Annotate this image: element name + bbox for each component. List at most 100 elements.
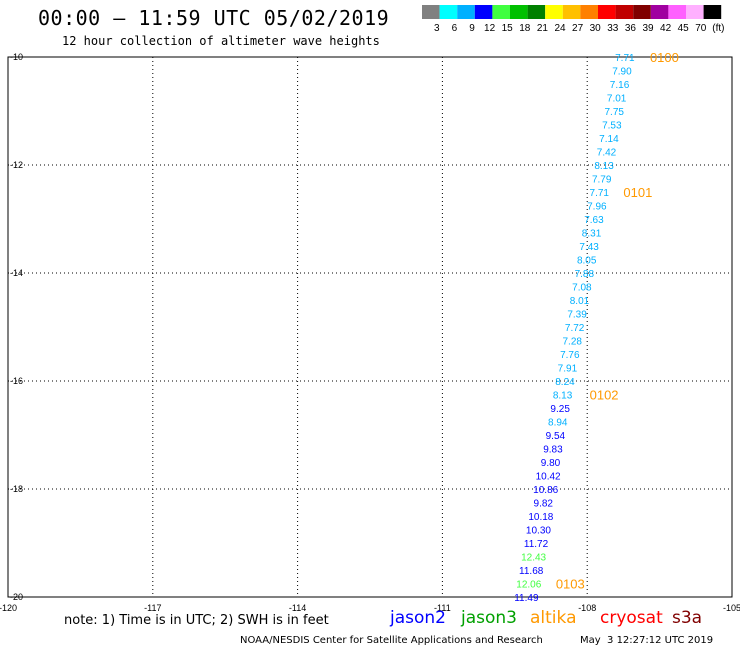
wave-height-point: 7.71 bbox=[615, 53, 635, 64]
colorbar-label: 42 bbox=[660, 23, 672, 34]
colorbar-swatch bbox=[474, 5, 493, 19]
footer-credit: NOAA/NESDIS Center for Satellite Applica… bbox=[240, 635, 543, 646]
colorbar-swatch bbox=[527, 5, 546, 19]
time-label: 0101 bbox=[623, 185, 652, 200]
y-tick-label: -20 bbox=[10, 592, 23, 602]
wave-height-point: 11.72 bbox=[524, 539, 549, 550]
time-label: 0100 bbox=[650, 50, 679, 65]
colorbar-swatch bbox=[510, 5, 528, 19]
colorbar-swatch bbox=[615, 5, 634, 19]
colorbar-label: 70 bbox=[695, 23, 707, 34]
wave-height-point: 7.88 bbox=[575, 269, 595, 280]
plot-area: -120 -117 -114 -111 -108 -105 -10 -12 -14 -16 -18 -… bbox=[0, 50, 740, 612]
footer-timestamp: May 3 12:27:12 UTC 2019 bbox=[580, 635, 714, 646]
wave-height-point: 7.14 bbox=[599, 134, 619, 145]
wave-height-point: 9.80 bbox=[541, 458, 561, 469]
colorbar-swatch bbox=[686, 5, 704, 19]
wave-height-point: 8.01 bbox=[570, 296, 590, 307]
colorbar-swatch bbox=[439, 5, 458, 19]
wave-height-point: 9.25 bbox=[550, 404, 570, 415]
colorbar-label: 24 bbox=[554, 23, 566, 34]
wave-height-point: 7.28 bbox=[563, 337, 583, 348]
y-tick-label: -16 bbox=[10, 376, 23, 386]
colorbar-swatch bbox=[562, 5, 581, 19]
wave-height-point: 8.13 bbox=[553, 391, 573, 402]
wave-height-point: 7.90 bbox=[612, 67, 632, 78]
colorbar-label: 18 bbox=[519, 23, 531, 34]
wave-height-point: 10.30 bbox=[526, 526, 551, 537]
wave-height-point: 8.13 bbox=[594, 161, 614, 172]
wave-height-point: 7.91 bbox=[558, 364, 578, 375]
colorbar-swatch bbox=[422, 5, 440, 19]
x-tick-label: -111 bbox=[434, 603, 451, 612]
colorbar-label: 36 bbox=[625, 23, 637, 34]
legend-cryosat: cryosat bbox=[600, 608, 663, 628]
wave-height-point: 7.63 bbox=[584, 215, 604, 226]
wave-height-point: 7.16 bbox=[610, 80, 630, 91]
wave-height-point: 8.24 bbox=[555, 377, 575, 388]
colorbar-swatch bbox=[580, 5, 598, 19]
wave-height-point: 8.94 bbox=[548, 418, 568, 429]
x-tick-label: -114 bbox=[289, 603, 306, 612]
footer-note: note: 1) Time is in UTC; 2) SWH is in fe… bbox=[64, 613, 329, 628]
plot-frame bbox=[7, 56, 733, 598]
legend-jason2: jason2 bbox=[390, 608, 446, 628]
colorbar-label: 21 bbox=[537, 23, 549, 34]
wave-height-point: 12.43 bbox=[521, 553, 546, 564]
colorbar-swatch bbox=[598, 5, 616, 19]
y-tick-label: -14 bbox=[10, 268, 23, 278]
legend-jason3: jason3 bbox=[461, 608, 517, 628]
wave-height-point: 10.42 bbox=[536, 472, 561, 483]
colorbar-swatch bbox=[492, 5, 510, 19]
wave-height-point: 7.75 bbox=[604, 107, 624, 118]
colorbar-label: 12 bbox=[484, 23, 496, 34]
colorbar-label: 30 bbox=[590, 23, 602, 34]
wave-height-point: 10.86 bbox=[533, 485, 558, 496]
colorbar-swatch bbox=[633, 5, 651, 19]
colorbar-label: 27 bbox=[572, 23, 584, 34]
wave-height-point: 7.42 bbox=[597, 148, 617, 159]
wave-height-point: 8.05 bbox=[577, 256, 597, 267]
time-label: 0102 bbox=[590, 388, 619, 403]
y-tick-label: -18 bbox=[10, 484, 23, 494]
x-tick-label: -108 bbox=[578, 603, 596, 612]
colorbar-label: 9 bbox=[469, 23, 475, 34]
wave-height-point: 7.08 bbox=[572, 283, 592, 294]
wave-height-point: 10.18 bbox=[528, 512, 553, 523]
wave-height-point: 7.01 bbox=[607, 94, 627, 105]
colorbar-label: 6 bbox=[452, 23, 458, 34]
x-tick-label: -120 bbox=[0, 603, 17, 612]
x-tick-label: -105 bbox=[723, 603, 740, 612]
colorbar-swatch bbox=[668, 5, 686, 19]
x-tick-label: -117 bbox=[144, 603, 161, 612]
wave-height-point: 7.76 bbox=[560, 350, 580, 361]
wave-height-point: 11.49 bbox=[514, 593, 539, 604]
time-label: 0103 bbox=[556, 577, 585, 592]
wave-height-point: 7.79 bbox=[592, 175, 612, 186]
wave-height-point: 7.43 bbox=[579, 242, 599, 253]
colorbar-label: 3 bbox=[434, 23, 440, 34]
colorbar-label: 45 bbox=[678, 23, 690, 34]
colorbar-label: 33 bbox=[607, 23, 619, 34]
wave-height-point: 9.54 bbox=[546, 431, 566, 442]
wave-height-point: 7.53 bbox=[602, 121, 622, 132]
wave-height-point: 7.39 bbox=[567, 310, 587, 321]
colorbar-swatch bbox=[703, 5, 722, 19]
colorbar-label: 15 bbox=[502, 23, 514, 34]
wave-height-point: 7.71 bbox=[590, 188, 610, 199]
colorbar-swatch bbox=[457, 5, 475, 19]
wave-height-point: 12.06 bbox=[516, 580, 541, 591]
chart-subtitle: 12 hour collection of altimeter wave hei… bbox=[62, 34, 380, 48]
wave-height-point: 7.96 bbox=[587, 202, 607, 213]
colorbar-swatch bbox=[545, 5, 563, 19]
wave-height-point: 9.83 bbox=[543, 445, 563, 456]
colorbar-label: (ft) bbox=[712, 23, 724, 34]
chart-title: 00:00 – 11:59 UTC 05/02/2019 bbox=[38, 6, 390, 30]
colorbar: 3 6 9 12 15 18 21 24 27 30 33 36 39 42 45 70 (ft) bbox=[422, 5, 725, 34]
wave-height-point: 7.72 bbox=[565, 323, 585, 334]
y-tick-label: -12 bbox=[10, 160, 23, 170]
wave-height-point: 11.68 bbox=[519, 566, 544, 577]
colorbar-swatch bbox=[650, 5, 669, 19]
y-tick-label: -10 bbox=[10, 52, 23, 62]
colorbar-label: 39 bbox=[642, 23, 654, 34]
